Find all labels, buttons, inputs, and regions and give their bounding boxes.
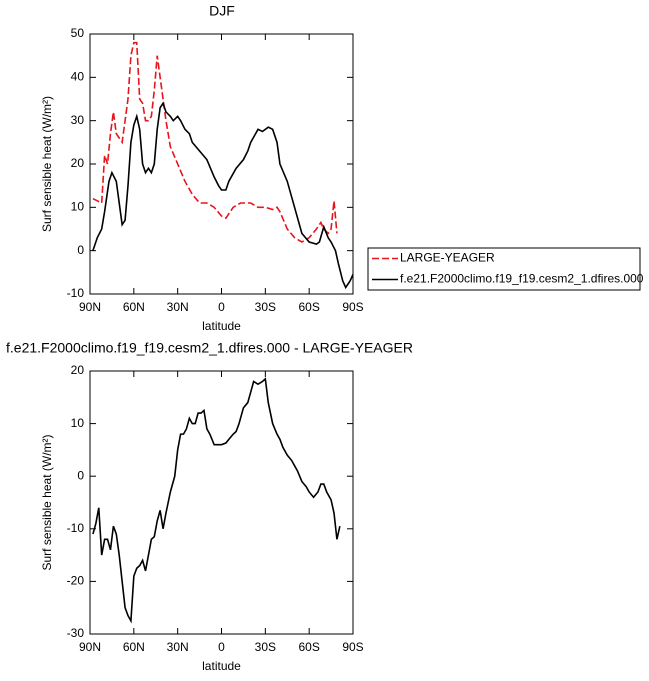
- data-line: [92, 377, 341, 624]
- chart-title: DJF: [209, 3, 235, 19]
- x-tick-label: 60N: [123, 300, 145, 314]
- x-tick-label: 0: [218, 300, 225, 314]
- y-tick-label: 10: [71, 200, 85, 214]
- x-tick-label: 90S: [342, 640, 363, 654]
- y-tick-label: -10: [67, 286, 85, 300]
- y-tick-label: 0: [77, 468, 84, 482]
- y-tick-label: 10: [71, 416, 85, 430]
- x-tick-label: 30S: [255, 640, 276, 654]
- y-tick-label: 40: [71, 70, 85, 84]
- y-tick-label: 20: [71, 156, 85, 170]
- data-line: [92, 101, 354, 290]
- chart-title: f.e21.F2000climo.f19_f19.cesm2_1.dfires.…: [6, 340, 413, 356]
- y-tick-label: -10: [67, 521, 85, 535]
- x-tick-label: 0: [218, 640, 225, 654]
- x-tick-label: 90N: [79, 640, 101, 654]
- y-axis-label: Surf sensible heat (W/m²): [40, 434, 54, 570]
- x-tick-label: 30N: [167, 300, 189, 314]
- y-tick-label: 0: [77, 243, 84, 257]
- plot-frame: [89, 370, 354, 635]
- x-tick-label: 60S: [298, 300, 319, 314]
- x-axis-label: latitude: [202, 319, 241, 333]
- y-tick-label: 20: [71, 363, 85, 377]
- legend-label: f.e21.F2000climo.f19_f19.cesm2_1.dfires.…: [400, 272, 644, 286]
- legend-box: [367, 247, 641, 291]
- x-tick-label: 90S: [342, 300, 363, 314]
- legend-label: LARGE-YEAGER: [400, 251, 495, 265]
- x-tick-label: 30S: [255, 300, 276, 314]
- x-axis-label: latitude: [202, 659, 241, 673]
- x-tick-label: 90N: [79, 300, 101, 314]
- y-axis-label: Surf sensible heat (W/m²): [40, 96, 54, 232]
- data-line: [92, 41, 338, 243]
- x-tick-label: 60N: [123, 640, 145, 654]
- y-tick-label: 30: [71, 113, 85, 127]
- y-tick-label: -20: [67, 574, 85, 588]
- x-tick-label: 30N: [167, 640, 189, 654]
- y-tick-label: -30: [67, 626, 85, 640]
- y-tick-label: 50: [71, 26, 85, 40]
- x-tick-label: 60S: [298, 640, 319, 654]
